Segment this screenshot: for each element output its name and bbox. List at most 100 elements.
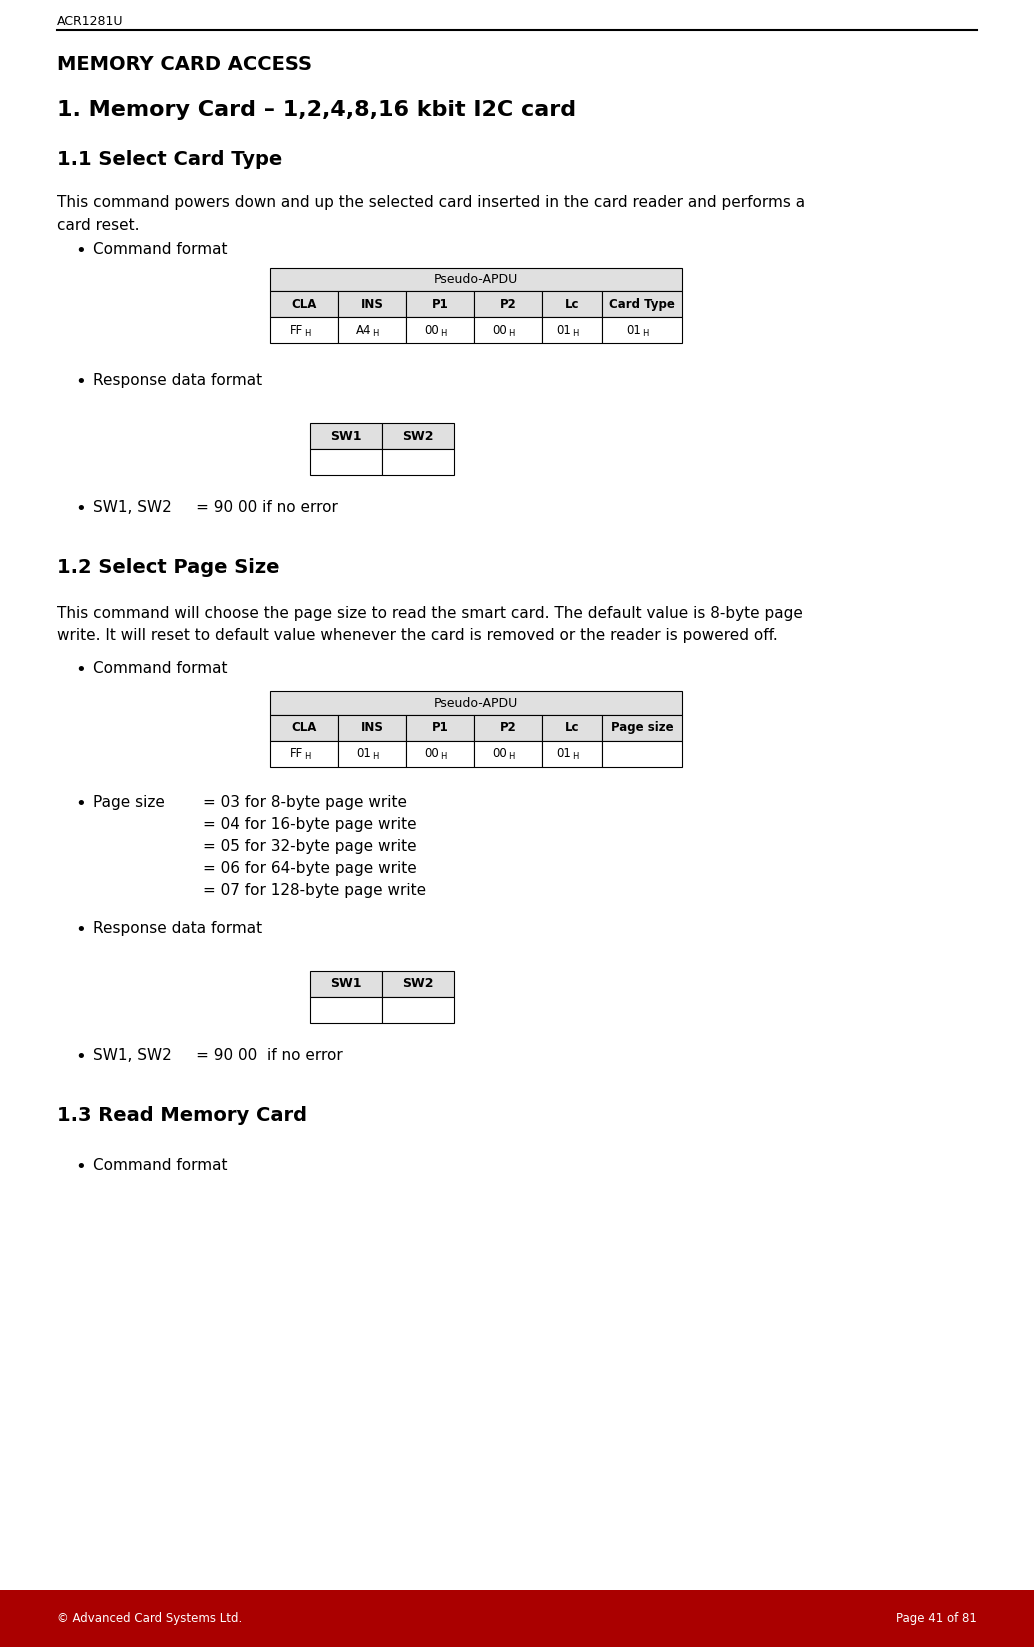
Bar — [406, 715, 474, 741]
Text: 00: 00 — [492, 324, 507, 338]
Text: SW2: SW2 — [402, 977, 433, 990]
Bar — [542, 741, 602, 768]
Text: •: • — [75, 1047, 86, 1066]
Text: H: H — [642, 329, 648, 338]
Text: Lc: Lc — [565, 298, 579, 311]
Text: •: • — [75, 1158, 86, 1176]
Text: Page size: Page size — [611, 721, 673, 735]
Text: 1.3 Read Memory Card: 1.3 Read Memory Card — [57, 1105, 307, 1125]
Bar — [310, 450, 382, 476]
Text: Command format: Command format — [93, 1158, 227, 1173]
Bar — [310, 996, 382, 1023]
Text: MEMORY CARD ACCESS: MEMORY CARD ACCESS — [57, 54, 312, 74]
Text: 00: 00 — [424, 748, 439, 761]
Text: •: • — [75, 662, 86, 680]
Text: = 04 for 16-byte page write: = 04 for 16-byte page write — [203, 817, 417, 832]
Bar — [406, 318, 474, 344]
Bar — [0, 1589, 1034, 1647]
Bar — [474, 715, 542, 741]
Text: SW1: SW1 — [330, 977, 362, 990]
Text: Pseudo-APDU: Pseudo-APDU — [434, 273, 518, 287]
Text: 01: 01 — [627, 324, 641, 338]
Text: P2: P2 — [499, 721, 516, 735]
Bar — [602, 318, 682, 344]
Bar — [338, 741, 406, 768]
Text: •: • — [75, 501, 86, 519]
Text: H: H — [372, 329, 378, 338]
Text: SW2: SW2 — [402, 430, 433, 443]
Bar — [338, 318, 406, 344]
Text: P2: P2 — [499, 298, 516, 311]
Bar — [382, 970, 454, 996]
Text: = 07 for 128-byte page write: = 07 for 128-byte page write — [203, 883, 426, 898]
Text: H: H — [572, 753, 578, 761]
Text: This command powers down and up the selected card inserted in the card reader an: This command powers down and up the sele… — [57, 194, 805, 211]
Bar — [270, 715, 338, 741]
Text: H: H — [572, 329, 578, 338]
Text: 01: 01 — [556, 748, 571, 761]
Bar — [474, 292, 542, 318]
Text: Command format: Command format — [93, 662, 227, 677]
Bar — [382, 423, 454, 450]
Text: Lc: Lc — [565, 721, 579, 735]
Bar — [382, 450, 454, 476]
Text: H: H — [304, 753, 310, 761]
Text: H: H — [440, 753, 447, 761]
Text: CLA: CLA — [292, 298, 316, 311]
Text: Card Type: Card Type — [609, 298, 675, 311]
Text: ACR1281U: ACR1281U — [57, 15, 123, 28]
Bar — [382, 996, 454, 1023]
Text: FF: FF — [290, 324, 303, 338]
Text: = 03 for 8-byte page write: = 03 for 8-byte page write — [203, 796, 407, 810]
Text: H: H — [372, 753, 378, 761]
Bar — [542, 292, 602, 318]
Text: 1. Memory Card – 1,2,4,8,16 kbit I2C card: 1. Memory Card – 1,2,4,8,16 kbit I2C car… — [57, 100, 576, 120]
Bar — [270, 692, 682, 715]
Text: H: H — [508, 753, 514, 761]
Text: •: • — [75, 374, 86, 392]
Text: INS: INS — [361, 721, 384, 735]
Text: •: • — [75, 242, 86, 260]
Text: SW1: SW1 — [330, 430, 362, 443]
Bar — [542, 318, 602, 344]
Bar — [406, 741, 474, 768]
Bar — [406, 292, 474, 318]
Bar — [474, 318, 542, 344]
Text: 00: 00 — [424, 324, 439, 338]
Text: A4: A4 — [356, 324, 371, 338]
Text: SW1, SW2     = 90 00  if no error: SW1, SW2 = 90 00 if no error — [93, 1047, 342, 1062]
Text: P1: P1 — [431, 298, 449, 311]
Text: •: • — [75, 796, 86, 814]
Text: FF: FF — [290, 748, 303, 761]
Text: Response data format: Response data format — [93, 374, 263, 389]
Text: H: H — [304, 329, 310, 338]
Text: Response data format: Response data format — [93, 921, 263, 935]
Text: Page size: Page size — [93, 796, 164, 810]
Text: = 06 for 64-byte page write: = 06 for 64-byte page write — [203, 861, 417, 876]
Text: P1: P1 — [431, 721, 449, 735]
Text: 00: 00 — [492, 748, 507, 761]
Text: write. It will reset to default value whenever the card is removed or the reader: write. It will reset to default value wh… — [57, 629, 778, 644]
Text: SW1, SW2     = 90 00 if no error: SW1, SW2 = 90 00 if no error — [93, 501, 338, 516]
Text: Page 41 of 81: Page 41 of 81 — [896, 1612, 977, 1626]
Text: = 05 for 32-byte page write: = 05 for 32-byte page write — [203, 838, 417, 853]
Text: card reset.: card reset. — [57, 217, 140, 232]
Text: Pseudo-APDU: Pseudo-APDU — [434, 697, 518, 710]
Text: Command format: Command format — [93, 242, 227, 257]
Bar — [270, 268, 682, 292]
Text: This command will choose the page size to read the smart card. The default value: This command will choose the page size t… — [57, 606, 802, 621]
Text: © Advanced Card Systems Ltd.: © Advanced Card Systems Ltd. — [57, 1612, 242, 1626]
Bar — [542, 715, 602, 741]
Text: INS: INS — [361, 298, 384, 311]
Text: CLA: CLA — [292, 721, 316, 735]
Text: 1.1 Select Card Type: 1.1 Select Card Type — [57, 150, 282, 170]
Bar — [270, 318, 338, 344]
Bar — [310, 423, 382, 450]
Text: 1.2 Select Page Size: 1.2 Select Page Size — [57, 558, 279, 578]
Bar — [602, 292, 682, 318]
Bar — [602, 741, 682, 768]
Text: 01: 01 — [356, 748, 371, 761]
Text: H: H — [440, 329, 447, 338]
Bar — [270, 292, 338, 318]
Bar — [338, 715, 406, 741]
